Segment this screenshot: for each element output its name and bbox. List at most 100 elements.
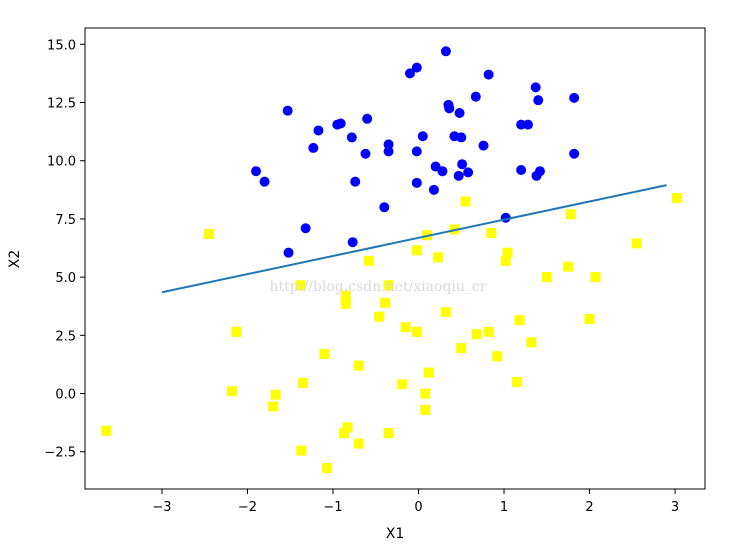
square-point <box>514 315 525 326</box>
square-point <box>563 261 574 272</box>
circle-point <box>457 159 468 170</box>
x-tick-label: −3 <box>152 500 171 515</box>
circle-point <box>522 119 533 130</box>
y-tick-label: 15.0 <box>47 38 76 53</box>
circle-point <box>478 140 489 151</box>
circle-point <box>411 146 422 157</box>
square-point <box>590 272 601 283</box>
square-point <box>298 378 309 389</box>
square-point <box>460 196 471 207</box>
square-point <box>380 297 391 308</box>
square-point <box>383 428 394 439</box>
square-point <box>411 245 422 256</box>
square-point <box>295 280 306 291</box>
circle-point <box>417 131 428 142</box>
y-axis: −2.5 0.0 2.5 5.0 7.5 10.0 12.5 15.0 <box>44 38 85 461</box>
x-tick-label: 2 <box>585 500 593 515</box>
square-point <box>526 337 537 348</box>
square-point <box>565 209 576 220</box>
circle-point <box>411 177 422 188</box>
circle-point <box>444 103 455 114</box>
square-point <box>502 247 513 258</box>
square-point <box>541 272 552 283</box>
x-tick-label: 0 <box>414 500 422 515</box>
y-tick-label: −2.5 <box>44 446 76 461</box>
circle-point <box>463 167 474 178</box>
square-point <box>440 307 451 318</box>
circle-point <box>347 237 358 248</box>
square-point <box>492 351 503 362</box>
circle-point <box>383 146 394 157</box>
circle-point <box>440 46 451 57</box>
circle-point <box>335 118 346 129</box>
square-point <box>339 428 350 439</box>
x-tick-label: −1 <box>323 500 342 515</box>
square-point <box>101 425 112 436</box>
circle-point <box>456 132 467 143</box>
circle-point <box>350 176 361 187</box>
circle-point <box>569 92 580 103</box>
x-tick-label: 1 <box>500 500 508 515</box>
circle-point <box>346 132 357 143</box>
circle-point <box>411 62 422 73</box>
y-tick-label: 2.5 <box>55 329 76 344</box>
circle-point <box>282 105 293 116</box>
y-tick-label: 0.0 <box>55 388 76 403</box>
circle-point <box>283 247 294 258</box>
x-axis: −3 −2 −1 0 1 2 3 <box>152 489 679 515</box>
circle-point <box>533 95 544 106</box>
square-point <box>383 280 394 291</box>
x-tick-label: −2 <box>238 500 257 515</box>
y-tick-label: 5.0 <box>55 271 76 286</box>
square-point <box>584 314 595 325</box>
square-point <box>204 229 214 240</box>
square-point <box>374 311 385 322</box>
square-point <box>500 255 511 266</box>
square-point <box>420 404 431 415</box>
square-point <box>353 360 364 371</box>
square-point <box>420 388 431 399</box>
square-point <box>322 463 333 474</box>
circle-point <box>516 165 527 176</box>
square-point <box>363 255 374 266</box>
square-point <box>456 343 467 354</box>
circle-point <box>428 184 439 195</box>
circle-point <box>516 119 527 130</box>
y-tick-label: 7.5 <box>55 213 76 228</box>
circle-point <box>437 166 448 177</box>
circle-point <box>530 82 541 93</box>
circle-point <box>300 223 311 234</box>
square-point <box>353 438 364 449</box>
square-point <box>227 386 238 397</box>
circle-point <box>470 91 481 102</box>
circle-point <box>453 170 464 181</box>
square-point <box>231 326 242 337</box>
square-point <box>270 389 281 400</box>
square-point <box>671 192 682 203</box>
y-tick-label: 10.0 <box>47 155 76 170</box>
square-point <box>397 379 408 390</box>
circle-point <box>379 202 390 213</box>
circle-point <box>531 170 542 181</box>
square-point <box>340 298 351 309</box>
circle-point <box>251 166 262 177</box>
axes-frame <box>84 27 706 490</box>
square-point <box>511 376 522 387</box>
circle-point <box>362 113 373 124</box>
circle-point <box>404 68 415 79</box>
square-point <box>423 367 434 378</box>
square-point <box>631 238 642 249</box>
circle-point <box>308 142 319 153</box>
y-axis-label: X2 <box>7 250 23 269</box>
decision-boundary-line <box>161 184 667 294</box>
x-axis-label: X1 <box>386 526 405 542</box>
square-point <box>433 252 444 263</box>
x-tick-label: 3 <box>671 500 679 515</box>
square-point <box>340 290 351 301</box>
square-point <box>342 422 353 433</box>
circle-point <box>259 176 270 187</box>
square-point <box>296 445 307 456</box>
square-point <box>486 227 497 238</box>
square-point <box>483 326 494 337</box>
